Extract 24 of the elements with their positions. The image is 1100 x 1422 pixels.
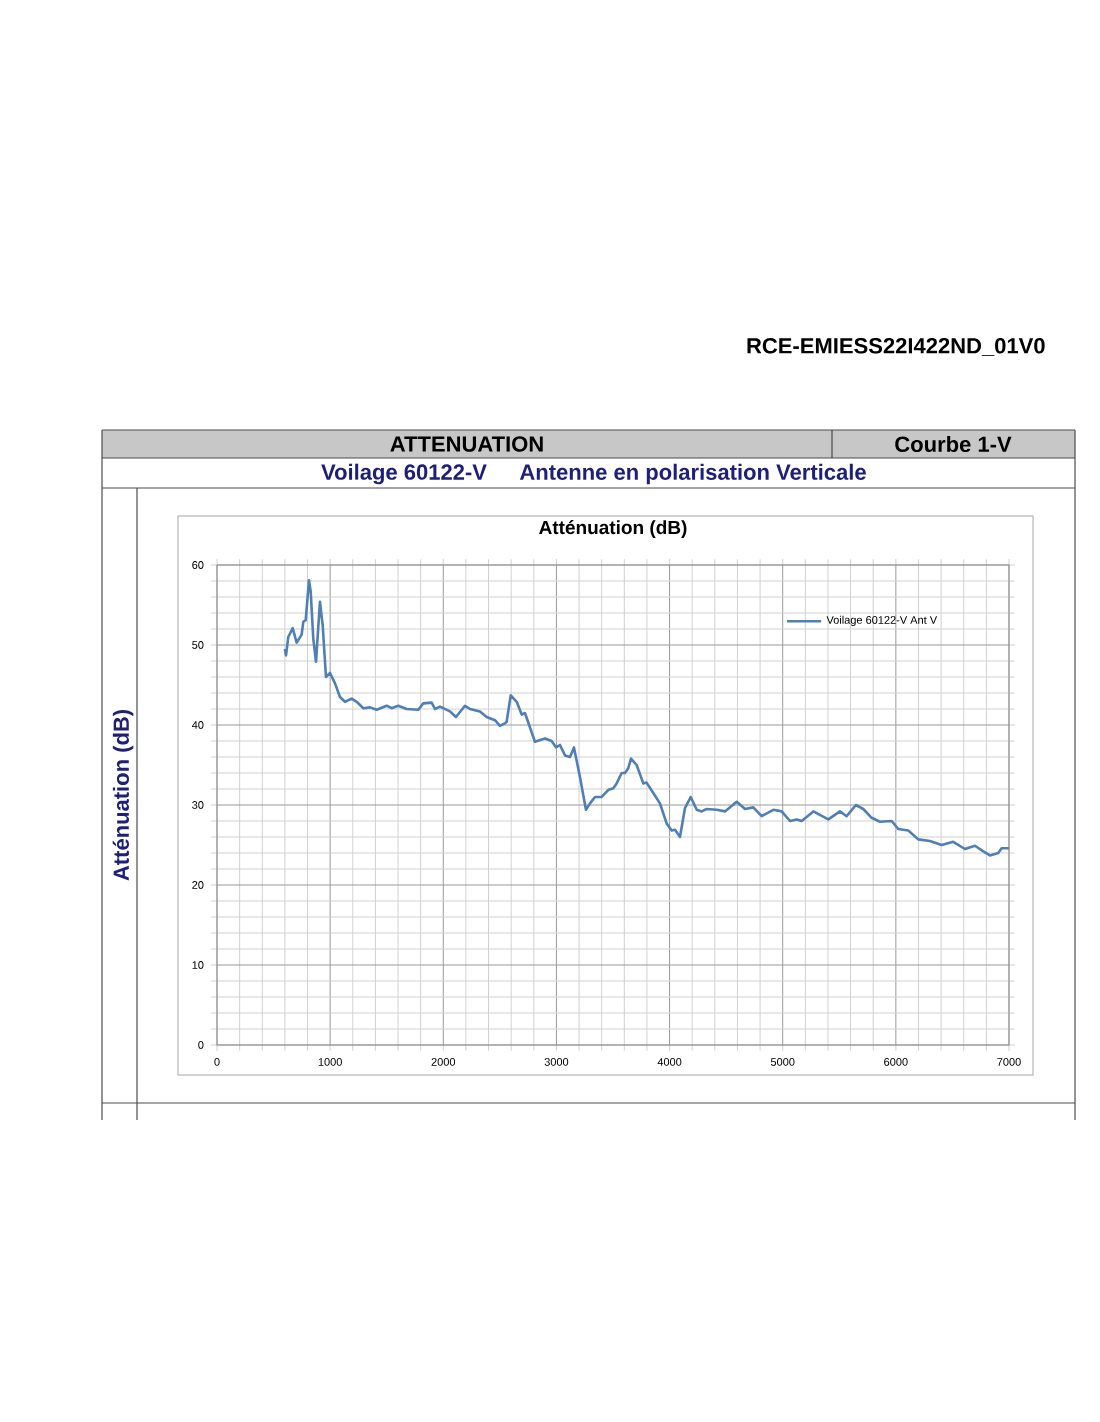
text: RCE-EMIESS22I422ND_01V0	[747, 337, 1045, 357]
x-tick-label: 7000	[997, 1058, 1021, 1066]
text: Courbe 1-V	[895, 435, 1012, 453]
text: Voilage 60122-V	[321, 463, 487, 485]
y-tick-label: 0	[198, 1041, 204, 1049]
y-tick-label: 60	[192, 561, 204, 569]
x-tick-label: 0	[214, 1058, 220, 1066]
y-axis-title: Atténuation (dB)	[112, 709, 134, 881]
x-tick-label: 2000	[431, 1058, 456, 1066]
x-tick-label: 1000	[318, 1058, 342, 1066]
chart-title: Atténuation (dB)	[539, 520, 687, 538]
x-tick-label: 3000	[544, 1058, 569, 1066]
y-tick-label: 10	[192, 961, 204, 969]
x-tick-label: 6000	[884, 1058, 908, 1066]
y-tick-label: 20	[192, 881, 204, 889]
x-tick-label: 5000	[770, 1058, 795, 1066]
text: ATTENUATION	[390, 436, 543, 452]
y-tick-label: 30	[192, 801, 204, 809]
x-tick-label: 4000	[657, 1058, 682, 1066]
legend-label: Voilage 60122-V Ant V	[826, 615, 938, 627]
line-series	[283, 578, 1011, 857]
y-tick-label: 50	[192, 641, 204, 649]
text: Antenne en polarisation Verticale	[519, 463, 866, 485]
y-tick-label: 40	[191, 721, 204, 729]
